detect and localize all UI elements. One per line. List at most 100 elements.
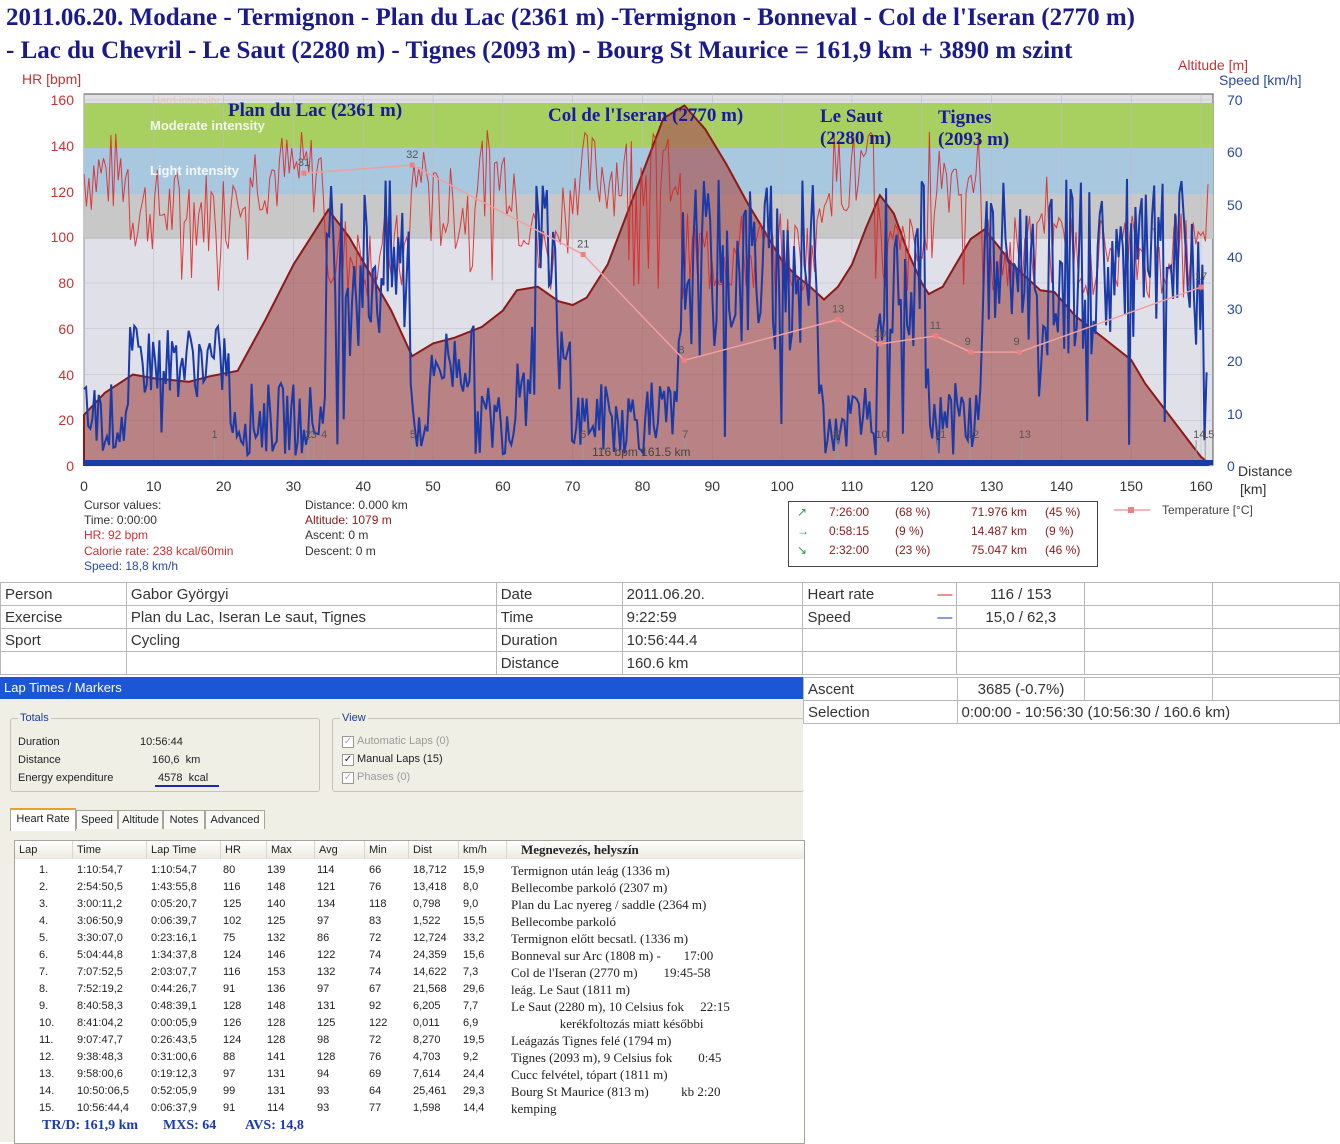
table-row[interactable]: 14. 10:50:06,5 0:52:05,9 99 131 93 64 25,461 29,… — [15, 1084, 804, 1101]
manual-laps-label: Manual Laps (15) — [357, 753, 443, 765]
table-cell: 66 — [369, 864, 382, 876]
table-row[interactable]: 2. 2:54:50,5 1:43:55,8 116 148 121 76 13,418 8,0… — [15, 880, 804, 897]
time-value: 9:22:59 — [621, 605, 804, 629]
tab-altitude[interactable]: Altitude — [118, 810, 163, 829]
flat-icon: → — [797, 524, 809, 538]
table-cell: 1,598 — [413, 1102, 441, 1114]
col-header-avg[interactable]: Avg — [315, 841, 365, 859]
table-row[interactable]: 4. 3:06:50,9 0:06:39,7 102 125 97 83 1,522 15,5 B… — [15, 914, 804, 931]
speed-tick: 30 — [1227, 301, 1243, 318]
table-cell: 1. — [39, 864, 49, 876]
view-group — [332, 718, 804, 792]
col-header-min[interactable]: Min — [365, 841, 409, 859]
phases-checkbox[interactable]: ✓ — [342, 772, 354, 784]
manual-laps-checkbox[interactable]: ✓ — [342, 754, 354, 766]
table-cell: 92 — [369, 1000, 382, 1012]
distance-tick: 90 — [704, 478, 721, 494]
lap-description: Le Saut (2280 m), 10 Celsius fok 22:15 — [511, 999, 730, 1014]
hr-axis-label: HR [bpm] — [22, 71, 82, 87]
table-row[interactable]: 10. 8:41:04,2 0:00:05,9 126 128 125 122 0,011 6,… — [15, 1016, 804, 1033]
date-label: Date — [495, 582, 623, 606]
tab-heart-rate[interactable]: Heart Rate — [10, 808, 76, 831]
lap-description: kemping — [511, 1101, 557, 1116]
distance-tick: 50 — [425, 478, 441, 494]
table-row[interactable]: 7. 7:07:52,5 2:03:07,7 116 153 132 74 14,622 7,3… — [15, 965, 804, 982]
lap-description: Col de l'Iseran (2770 m) 19:45-58 — [511, 965, 711, 980]
table-cell: 91 — [223, 983, 236, 995]
table-cell: 6,9 — [463, 1017, 479, 1029]
table-cell: 136 — [267, 983, 286, 995]
tab-speed[interactable]: Speed — [76, 810, 118, 829]
distance-bar — [84, 460, 1213, 465]
table-cell: 9. — [39, 1000, 49, 1012]
table-cell: 6,205 — [413, 1000, 441, 1012]
table-cell: 128 — [223, 1000, 242, 1012]
table-row[interactable]: 8. 7:52:19,2 0:44:26,7 91 136 97 67 21,568 29,6 l… — [15, 982, 804, 999]
table-cell: 72 — [369, 932, 382, 944]
table-cell: 24,359 — [413, 949, 447, 961]
temperature-legend-label: Temperature [°C] — [1162, 503, 1253, 517]
tab-advanced[interactable]: Advanced — [205, 810, 265, 829]
tab-notes[interactable]: Notes — [163, 810, 205, 829]
totals-duration-value: 10:56:44 — [140, 736, 183, 748]
temperature-label: 17 — [1195, 271, 1207, 283]
distance-tick: 30 — [285, 478, 302, 494]
col-header-lap-time[interactable]: Lap Time — [147, 841, 221, 859]
table-cell: 11. — [39, 1034, 54, 1046]
col-header-time[interactable]: Time — [73, 841, 147, 859]
table-cell: 3:06:50,9 — [77, 915, 123, 927]
temperature-point — [1016, 349, 1022, 355]
temperature-point — [301, 170, 307, 176]
table-cell: 8:40:58,3 — [77, 1000, 123, 1012]
table-cell: 1:43:55,8 — [151, 881, 197, 893]
table-row[interactable]: 5. 3:30:07,0 0:23:16,1 75 132 86 72 12,724 33,2 T… — [15, 931, 804, 948]
table-row[interactable]: 1. 1:10:54,7 1:10:54,7 80 139 114 66 18,712 15,9… — [15, 863, 804, 880]
lap-marker-label: 10 — [875, 429, 887, 441]
table-row[interactable]: 11. 9:07:47,7 0:26:43,5 124 128 98 72 8,270 19,5… — [15, 1033, 804, 1050]
col-header-max[interactable]: Max — [267, 841, 315, 859]
table-cell: 74 — [369, 949, 382, 961]
automatic-laps-checkbox[interactable]: ✓ — [342, 736, 354, 748]
table-row[interactable]: 15. 10:56:44,4 0:06:37,9 91 114 93 77 1,598 14,4… — [15, 1101, 804, 1118]
table-cell: 114 — [317, 864, 335, 876]
summary-pct: (9 %) — [895, 524, 924, 538]
table-cell: 125 — [267, 915, 286, 927]
table-cell: 97 — [223, 1068, 236, 1080]
speed-tick: 10 — [1227, 405, 1243, 422]
view-title: View — [340, 712, 368, 724]
table-cell: 8:41:04,2 — [77, 1017, 123, 1029]
table-cell: 132 — [317, 966, 336, 978]
distance-tick: 60 — [495, 478, 511, 494]
table-cell: 118 — [369, 898, 387, 910]
temperature-points: 31 32 21 8 13 10 11 9 9 17 — [298, 149, 1207, 363]
hr-tick: 120 — [50, 183, 74, 200]
table-cell: 122 — [369, 1017, 388, 1029]
temperature-point — [835, 317, 841, 323]
table-cell: 4,703 — [413, 1051, 441, 1063]
table-row[interactable]: 3. 3:00:11,2 0:05:20,7 125 140 134 118 0,798 9,0… — [15, 897, 804, 914]
cursor-descent: Descent: 0 m — [305, 544, 376, 558]
exercise-info-table: Person Gabor Györgyi Date 2011.06.20. He… — [0, 582, 1340, 675]
col-header-hr[interactable]: HR — [221, 841, 267, 859]
table-cell: 7. — [39, 966, 49, 978]
table-row[interactable]: 13. 9:58:00,6 0:19:12,3 97 131 94 69 7,614 24,4 C… — [15, 1067, 804, 1084]
table-cell: 0:05:20,7 — [151, 898, 197, 910]
date-value: 2011.06.20. — [621, 582, 804, 606]
table-cell: 128 — [267, 1034, 286, 1046]
lap-description: Cucc felvétel, tópart (1811 m) — [511, 1067, 668, 1082]
col-header-dist[interactable]: Dist — [409, 841, 459, 859]
col-header-kmh[interactable]: km/h — [459, 841, 507, 859]
ascent-selection-table: Ascent 3685 (-0.7%) Selection 0:00:00 - … — [803, 677, 1340, 724]
temperature-legend-icon — [1114, 507, 1150, 513]
cursor-calorie: Calorie rate: 238 kcal/60min — [84, 544, 234, 558]
table-row[interactable]: 12. 9:38:48,3 0:31:00,6 88 141 128 76 4,703 9,2 T… — [15, 1050, 804, 1067]
cursor-speed: Speed: 18,8 km/h — [84, 559, 179, 573]
table-row[interactable]: 9. 8:40:58,3 0:48:39,1 128 148 131 92 6,205 7,7 L… — [15, 999, 804, 1016]
lap-description: Bourg St Maurice (813 m) kb 2:20 — [511, 1084, 721, 1099]
totals-distance-label: Distance — [18, 754, 61, 766]
table-cell: 5:04:44,8 — [77, 949, 123, 961]
col-header-lap[interactable]: Lap — [15, 841, 73, 859]
person-label: Person — [0, 582, 127, 606]
table-row[interactable]: 6. 5:04:44,8 1:34:37,8 124 146 122 74 24,359 15,… — [15, 948, 804, 965]
